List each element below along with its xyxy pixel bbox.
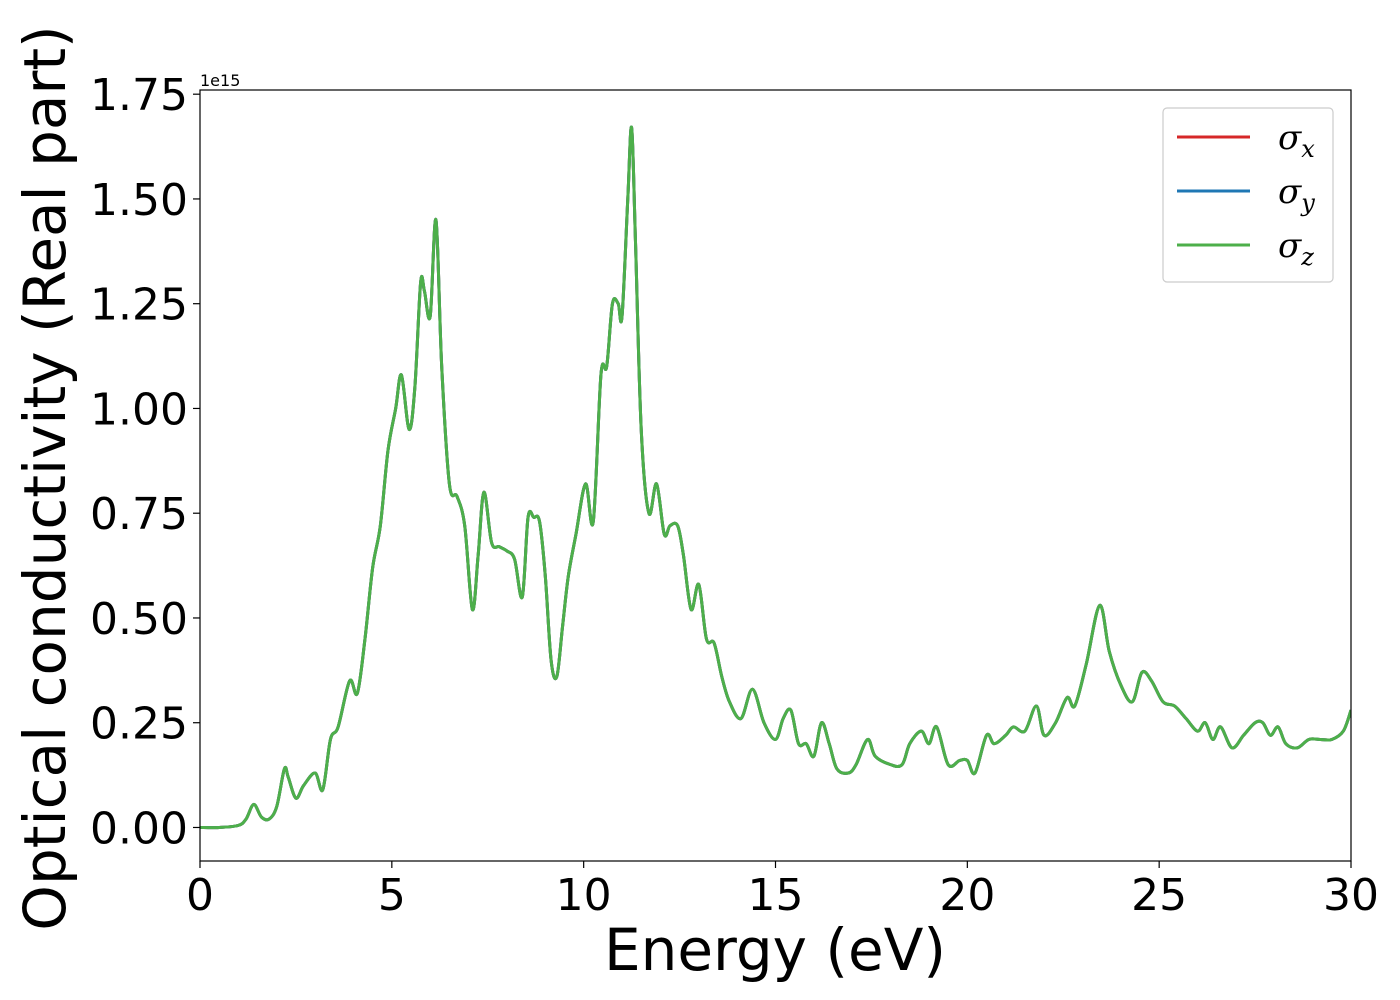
x-tick-label: 5 [378, 870, 406, 921]
y-axis-offset-label: 1e15 [200, 71, 240, 90]
legend-label-z: σz [1278, 226, 1314, 271]
x-tick-label: 15 [748, 870, 804, 921]
y-tick-label: 0.25 [90, 699, 188, 750]
legend: σx σy σz [1162, 107, 1334, 283]
legend-items: σx σy σz [1177, 118, 1315, 271]
x-axis-ticks: 0 5 10 15 20 25 30 [186, 861, 1379, 921]
legend-box [1162, 107, 1334, 283]
y-tick-label: 1.25 [90, 280, 188, 331]
plot-lines [200, 125, 1351, 830]
legend-label-y: σy [1278, 172, 1315, 217]
y-tick-label: 1.00 [90, 384, 188, 435]
y-tick-label: 0.75 [90, 489, 188, 540]
x-tick-label: 30 [1323, 870, 1379, 921]
y-tick-label: 1.50 [90, 175, 188, 226]
y-tick-label: 0.00 [90, 803, 188, 854]
y-tick-label: 1.75 [90, 70, 188, 121]
series-line-z [200, 125, 1351, 830]
x-tick-label: 10 [556, 870, 612, 921]
x-axis-label: Energy (eV) [604, 916, 946, 984]
x-tick-label: 25 [1131, 870, 1187, 921]
y-axis-ticks: 0.00 0.25 0.50 0.75 1.00 1.25 1.50 1.75 [90, 70, 200, 854]
y-tick-label: 0.50 [90, 594, 188, 645]
legend-label-x: σx [1278, 118, 1315, 163]
x-tick-label: 0 [186, 870, 214, 921]
y-axis-label: Optical conductivity (Real part) [11, 25, 79, 930]
x-tick-label: 20 [939, 870, 995, 921]
